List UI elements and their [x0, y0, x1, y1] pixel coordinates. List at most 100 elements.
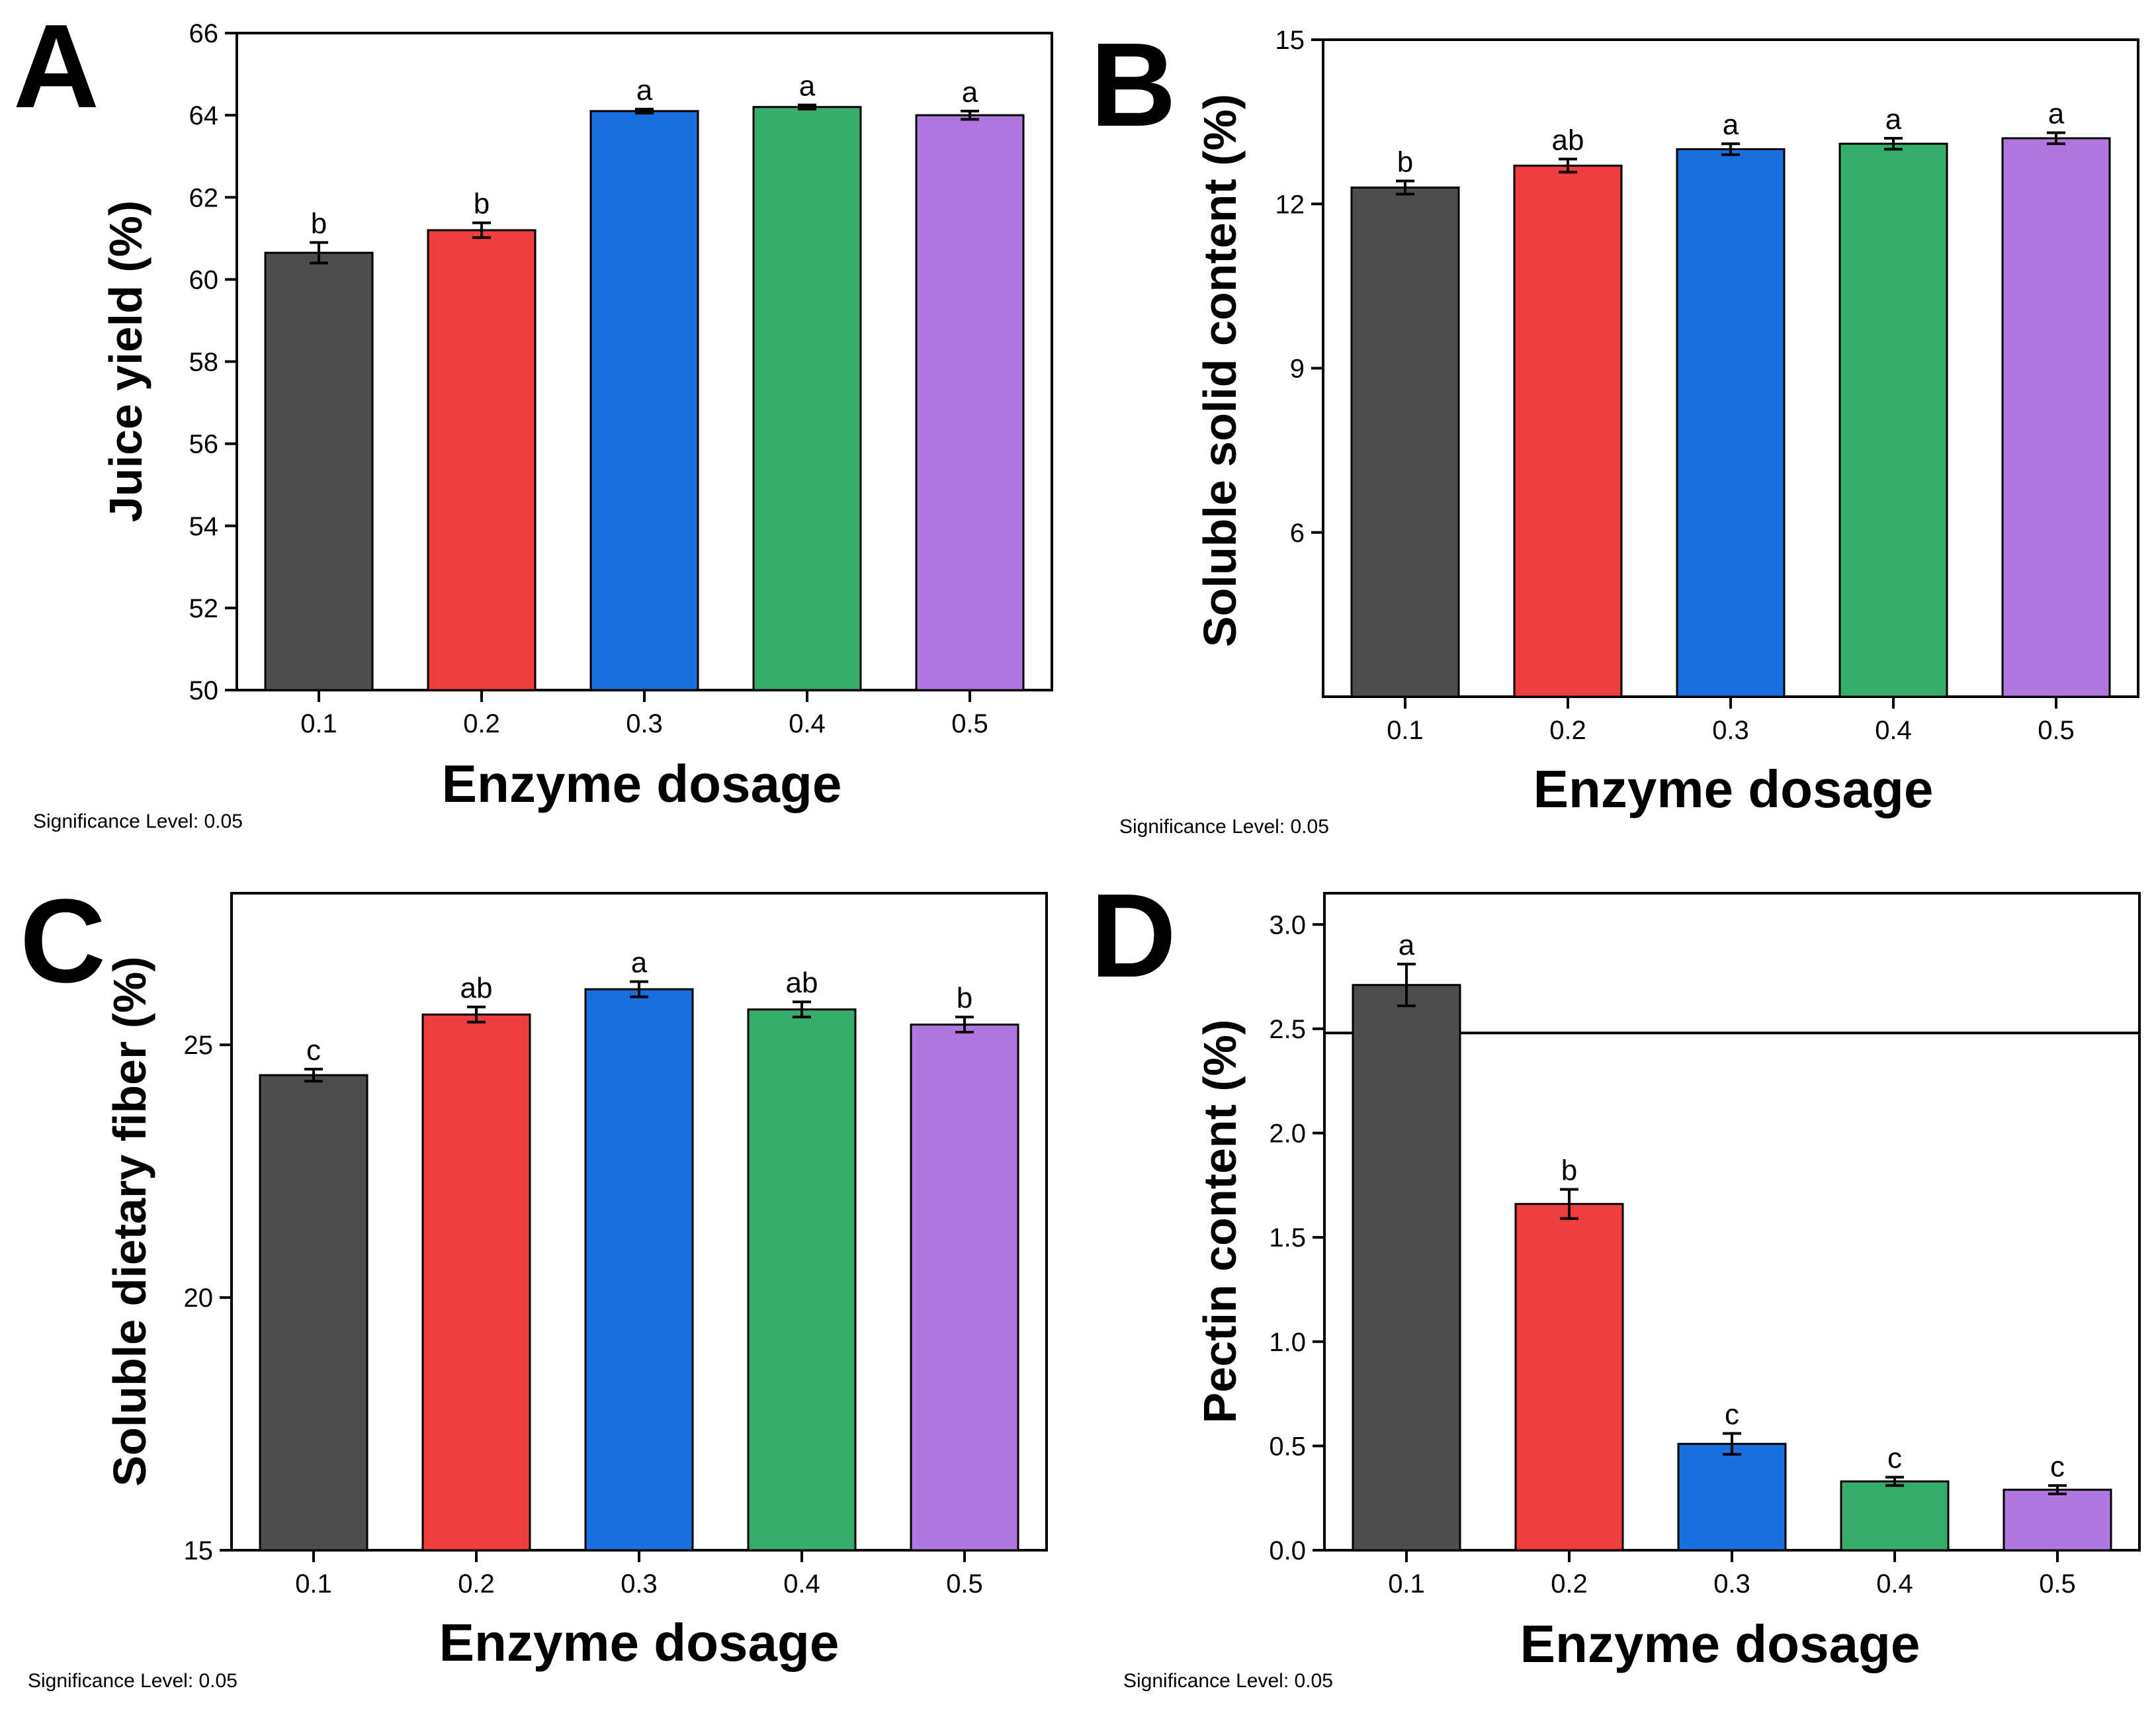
- panel-a-letter: A: [13, 0, 99, 133]
- panel-c-bar: [259, 1074, 368, 1552]
- panel-d-x-tick-label: 0.1: [1388, 1569, 1425, 1599]
- panel-c-y-axis-title: Soluble dietary fiber (%): [104, 956, 155, 1486]
- panel-d-y-tick-label: 2.0: [1269, 1119, 1306, 1149]
- panel-b-significance-note: Significance Level: 0.05: [1119, 816, 1329, 838]
- panel-b-letter: B: [1090, 19, 1176, 152]
- panel-b-y-axis-title: Soluble solid content (%): [1194, 94, 1246, 647]
- panel-a-x-tick-label: 0.1: [300, 709, 337, 738]
- panel-c-significance-letter: ab: [460, 972, 493, 1004]
- panel-b-y-tick-label: 12: [1275, 190, 1305, 219]
- panel-a-bar: [427, 229, 537, 691]
- panel-a-significance-note: Significance Level: 0.05: [33, 811, 243, 832]
- panel-a-bar: [915, 114, 1025, 691]
- panel-a-x-tick-label: 0.2: [463, 709, 500, 738]
- panel-b-x-tick-label: 0.1: [1387, 716, 1424, 745]
- panel-b: B 6 9 12 15 b 0.1 ab 0.2 a 0.3 a 0.4 a 0.5 Soluble so…: [1090, 19, 2139, 838]
- panel-b-y-tick-label: 9: [1290, 355, 1305, 384]
- panel-a-y-tick-label: 54: [189, 512, 219, 541]
- panel-a-significance-letter: b: [474, 188, 490, 220]
- panel-d-y-tick-label: 3.0: [1269, 910, 1306, 940]
- panel-b-x-tick-label: 0.5: [2038, 716, 2075, 745]
- panel-c-x-tick-label: 0.2: [458, 1569, 495, 1599]
- panel-d-y-tick-label: 0.0: [1269, 1536, 1306, 1565]
- panel-c-x-tick-label: 0.1: [295, 1569, 332, 1599]
- panel-b-bar: [2001, 137, 2111, 698]
- panel-d-y-tick-label: 1.5: [1269, 1223, 1306, 1252]
- panel-a-y-tick-label: 60: [189, 265, 219, 294]
- panel-a: A 50 52 54 56 58 60 62 64 66 b 0.1 b 0.2 a 0.3 a 0.4 a 0.5…: [13, 0, 1053, 832]
- panel-c-bar: [421, 1013, 531, 1552]
- panel-a-y-axis-title: Juice yield (%): [100, 200, 151, 522]
- panel-c-significance-letter: b: [957, 982, 972, 1014]
- panel-b-x-tick-label: 0.2: [1549, 716, 1586, 745]
- panel-c-x-tick-label: 0.5: [946, 1569, 983, 1599]
- panel-c-significance-letter: a: [631, 947, 648, 979]
- panel-a-x-tick-label: 0.3: [626, 709, 663, 738]
- panel-b-bar: [1350, 186, 1460, 698]
- panel-a-significance-letter: a: [636, 74, 653, 107]
- panel-b-bar: [1676, 148, 1786, 698]
- panel-a-y-tick-label: 66: [189, 19, 219, 48]
- panel-b-y-tick-label: 15: [1275, 26, 1305, 55]
- panel-d-bar: [1352, 984, 1461, 1552]
- panel-b-bar: [1513, 164, 1623, 698]
- panel-a-bar: [264, 251, 374, 691]
- panel-d-y-tick-label: 0.5: [1269, 1432, 1306, 1461]
- panel-d-x-tick-label: 0.3: [1713, 1569, 1750, 1599]
- panel-c-marks: 15 20 25 c 0.1 ab 0.2 a 0.3 ab 0.4 b 0.5: [184, 947, 1019, 1599]
- panel-d-y-tick-label: 1.0: [1269, 1328, 1306, 1357]
- panel-d-x-tick-label: 0.5: [2039, 1569, 2076, 1599]
- panel-d-x-tick-label: 0.4: [1876, 1569, 1913, 1599]
- panel-a-y-tick-label: 50: [189, 676, 219, 705]
- panel-d-significance-note: Significance Level: 0.05: [1123, 1670, 1333, 1692]
- panel-a-significance-letter: a: [799, 70, 816, 103]
- panel-c-significance-letter: ab: [786, 967, 818, 999]
- panel-d-bar: [1840, 1480, 1950, 1552]
- panel-c-y-tick-label: 15: [184, 1536, 214, 1565]
- panel-d-bar: [1677, 1442, 1787, 1552]
- panel-c-x-tick-label: 0.4: [783, 1569, 820, 1599]
- panel-d-y-axis-title: Pectin content (%): [1194, 1020, 1246, 1424]
- panel-b-x-tick-label: 0.3: [1712, 716, 1749, 745]
- panel-a-significance-letter: b: [311, 208, 327, 240]
- panel-c: C 15 20 25 c 0.1 ab 0.2 a 0.3 ab 0.4 b 0.5 Soluble d…: [20, 875, 1048, 1692]
- panel-a-y-tick-label: 62: [189, 183, 219, 212]
- panel-d-significance-letter: c: [1725, 1398, 1739, 1430]
- panel-b-marks: 6 9 12 15 b 0.1 ab 0.2 a 0.3 a 0.4 a 0.5: [1275, 26, 2111, 745]
- panel-c-significance-letter: c: [306, 1034, 321, 1067]
- panel-d-y-tick-label: 2.5: [1269, 1015, 1306, 1044]
- panel-c-x-axis-title: Enzyme dosage: [439, 1613, 840, 1672]
- panel-b-y-tick-label: 6: [1290, 519, 1305, 548]
- panel-d-x-axis-title: Enzyme dosage: [1520, 1614, 1920, 1673]
- panel-a-significance-letter: a: [962, 76, 978, 109]
- panel-b-x-axis-title: Enzyme dosage: [1533, 760, 1934, 818]
- panel-d-letter: D: [1090, 869, 1176, 1002]
- panel-c-y-tick-label: 20: [184, 1284, 214, 1313]
- panel-b-significance-letter: a: [2048, 98, 2065, 130]
- panel-c-bar: [910, 1024, 1019, 1552]
- panel-d-significance-letter: a: [1399, 929, 1415, 961]
- panel-d-x-tick-label: 0.2: [1551, 1569, 1588, 1599]
- panel-d-significance-letter: c: [1887, 1442, 1902, 1475]
- panel-a-bar: [589, 110, 699, 691]
- panel-d: D 0.0 0.5 1.0 1.5 2.0 2.5 3.0 a 0.1 b 0.2 c 0.3 c 0.4 c…: [1090, 869, 2141, 1692]
- panel-c-bar: [584, 988, 694, 1552]
- panel-d-bar: [1514, 1203, 1624, 1552]
- panel-b-x-tick-label: 0.4: [1875, 716, 1912, 745]
- panel-a-marks: 50 52 54 56 58 60 62 64 66 b 0.1 b 0.2 a 0.3 a 0.4 a 0.5: [189, 19, 1025, 738]
- panel-a-x-axis-title: Enzyme dosage: [442, 754, 842, 813]
- panel-c-bar: [747, 1008, 857, 1552]
- panel-d-marks: 0.0 0.5 1.0 1.5 2.0 2.5 3.0 a 0.1 b 0.2 c 0.3 c 0.4 c 0.…: [1269, 910, 2139, 1599]
- panel-b-significance-letter: a: [1723, 109, 1739, 141]
- panel-b-significance-letter: b: [1397, 146, 1413, 178]
- panel-a-y-tick-label: 64: [189, 101, 219, 130]
- panel-c-significance-note: Significance Level: 0.05: [28, 1670, 237, 1692]
- panel-a-y-tick-label: 58: [189, 348, 219, 377]
- panel-a-x-tick-label: 0.5: [951, 709, 988, 738]
- panel-b-significance-letter: a: [1885, 103, 1902, 136]
- panel-a-y-tick-label: 52: [189, 594, 219, 623]
- panel-d-significance-letter: c: [2050, 1450, 2065, 1483]
- panel-c-x-tick-label: 0.3: [621, 1569, 658, 1599]
- panel-c-letter: C: [20, 875, 106, 1008]
